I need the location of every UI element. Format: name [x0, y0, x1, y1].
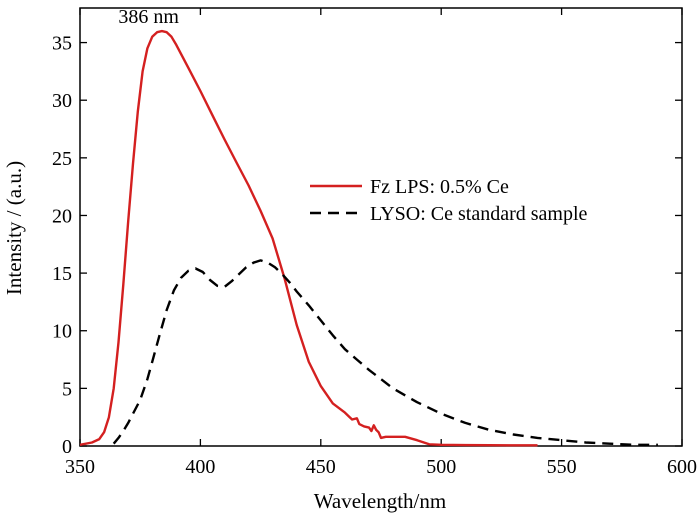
series-lines — [79, 29, 658, 447]
y-tick-label: 30 — [52, 90, 72, 112]
legend: Fz LPS: 0.5% Ce LYSO: Ce standard sample — [310, 176, 588, 225]
axes — [79, 7, 683, 447]
y-tick-label: 20 — [52, 205, 72, 227]
peak-annotation: 386 nm — [118, 6, 179, 28]
y-axis-label: Intensity / (a.u.) — [2, 161, 26, 295]
y-tick-label: 0 — [62, 436, 72, 458]
ticks: 350 400 450 500 550 600 0 5 10 15 20 25 30 35 — [52, 8, 697, 478]
series-line-lyso — [112, 259, 658, 446]
x-tick-label: 350 — [65, 456, 95, 478]
series-line-fz-lps — [79, 29, 538, 447]
legend-label: Fz LPS: 0.5% Ce — [370, 176, 509, 198]
y-tick-label: 25 — [52, 148, 72, 170]
x-tick-label: 400 — [185, 456, 215, 478]
x-tick-label: 500 — [426, 456, 456, 478]
x-axis-label: Wavelength/nm — [314, 489, 446, 513]
y-tick-label: 5 — [62, 378, 72, 400]
legend-label: LYSO: Ce standard sample — [370, 203, 588, 225]
x-tick-label: 450 — [306, 456, 336, 478]
x-tick-label: 600 — [667, 456, 697, 478]
y-tick-label: 35 — [52, 33, 72, 55]
y-tick-label: 10 — [52, 321, 72, 343]
y-tick-label: 15 — [52, 263, 72, 285]
x-tick-label: 550 — [547, 456, 577, 478]
plot-frame — [79, 7, 683, 447]
